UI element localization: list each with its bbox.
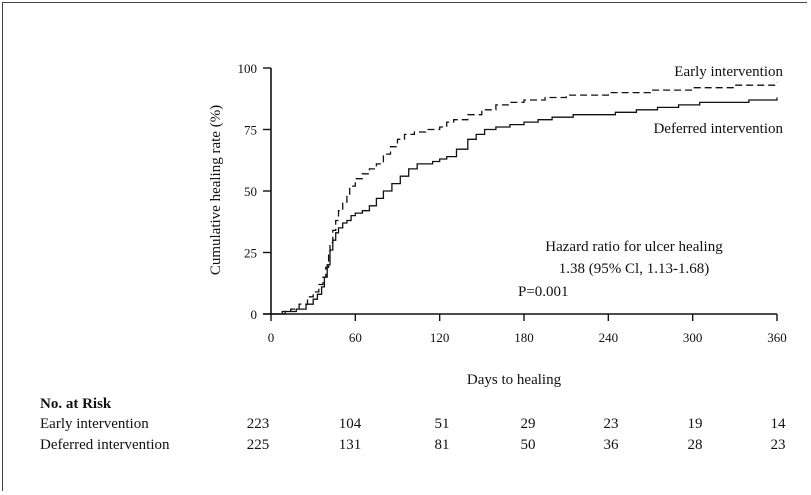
risk-value-early: 29 <box>521 416 536 432</box>
risk-value-deferred: 36 <box>604 437 620 453</box>
risk-value-early: 51 <box>435 416 450 432</box>
y-tick-label: 75 <box>244 123 257 138</box>
risk-value-deferred: 131 <box>339 437 362 453</box>
risk-value-deferred: 23 <box>771 437 786 453</box>
risk-value-deferred: 28 <box>688 437 703 453</box>
risk-value-deferred: 81 <box>435 437 450 453</box>
series-label-deferred: Deferred intervention <box>653 121 783 137</box>
hazard-annotation-line3: P=0.001 <box>518 284 569 300</box>
risk-value-deferred: 225 <box>247 437 270 453</box>
y-tick-label: 0 <box>251 307 258 322</box>
series-line-deferred <box>271 97 778 315</box>
y-tick-label: 50 <box>244 184 257 199</box>
risk-value-early: 104 <box>339 416 362 432</box>
risk-row-label-early: Early intervention <box>40 416 149 432</box>
y-tick-label: 100 <box>238 61 258 76</box>
series-layer <box>271 82 778 315</box>
y-tick-label: 25 <box>244 246 257 261</box>
series-label-early: Early intervention <box>674 64 783 80</box>
x-tick-label: 60 <box>349 330 362 345</box>
x-tick-label: 180 <box>514 330 534 345</box>
hazard-annotation-line1: Hazard ratio for ulcer healing <box>545 239 723 255</box>
risk-table-title: No. at Risk <box>40 396 112 412</box>
risk-value-deferred: 50 <box>521 437 536 453</box>
x-tick-label: 360 <box>767 330 787 345</box>
series-line-early <box>271 82 778 315</box>
risk-values: 223 104 51 29 23 19 14 225 131 81 50 36 28 23 <box>247 416 786 453</box>
risk-value-early: 14 <box>771 416 787 432</box>
x-tick-label: 240 <box>599 330 619 345</box>
risk-value-early: 223 <box>247 416 270 432</box>
axes: 0 25 50 75 100 0 60 120 180 240 300 360 <box>238 61 787 345</box>
risk-row-label-deferred: Deferred intervention <box>40 437 170 453</box>
risk-value-early: 23 <box>604 416 619 432</box>
y-axis-label: Cumulative healing rate (%) <box>208 105 224 275</box>
x-tick-label: 0 <box>268 330 275 345</box>
risk-value-early: 19 <box>688 416 703 432</box>
hazard-annotation-line2: 1.38 (95% Cl, 1.13-1.68) <box>559 261 709 277</box>
x-axis-label: Days to healing <box>467 372 562 388</box>
x-tick-label: 300 <box>683 330 703 345</box>
x-tick-label: 120 <box>430 330 450 345</box>
